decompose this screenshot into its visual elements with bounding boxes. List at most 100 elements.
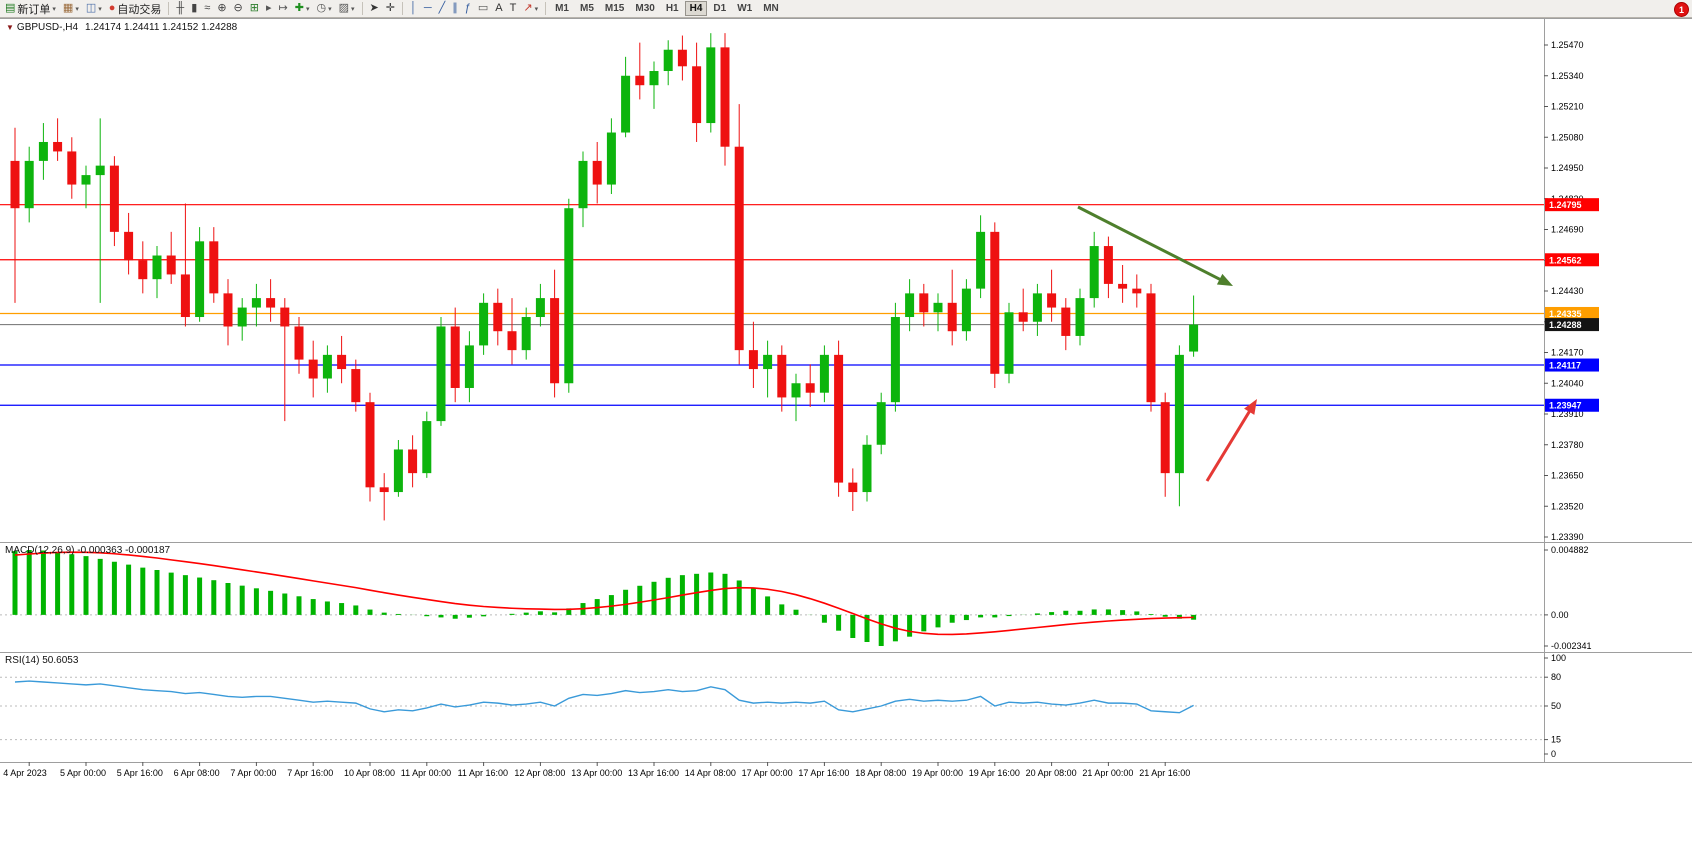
dropdown-arrow-icon[interactable]: ▾ [351,5,355,13]
zoom-out-button[interactable]: ⊖ [231,1,246,17]
templates-button[interactable]: ▨ ▾ [336,1,358,17]
price-badge-label: 1.23947 [1549,401,1582,411]
candle-body [564,208,574,384]
dropdown-arrow-icon[interactable]: ▾ [534,5,539,13]
indicators-button[interactable]: ✚ ▾ [292,1,313,17]
dropdown-arrow-icon[interactable]: ▾ [75,5,79,13]
time-axis-label: 13 Apr 00:00 [571,768,622,778]
profiles-button[interactable]: ◫ ▾ [83,1,105,17]
candle-body [1047,293,1057,308]
symbol-timeframe-label: GBPUSD-,H4 [16,22,79,33]
candle-body [905,293,915,318]
dropdown-arrow-icon[interactable]: ▾ [305,5,310,13]
timeframe-m5-button[interactable]: M5 [575,1,599,16]
toolbar-separator [361,2,363,15]
price-badge-label: 1.24288 [1549,320,1582,330]
timeframe-d1-button[interactable]: D1 [708,1,731,16]
channel-button[interactable]: ∥ [449,1,461,17]
shapes-button[interactable]: ▭ [475,1,491,17]
trendline-button[interactable]: ╱ [436,1,449,17]
candle-body [1146,293,1156,403]
price-badge-label: 1.24562 [1549,255,1582,265]
horizontal-line-button[interactable]: ─ [421,1,435,17]
candle-body [251,298,261,308]
macd-indicator-label: MACD(12,26,9) -0.000363 -0.000187 [5,545,171,556]
candle-body [990,231,1000,374]
text-icon: A [495,2,503,14]
candle-body [848,482,858,493]
timeframe-h1-button[interactable]: H1 [661,1,684,16]
red-signal-arrow-head[interactable] [1244,399,1257,415]
tile-windows-icon: ⊞ [249,2,259,14]
crosshair-button[interactable]: ✛ [383,1,398,17]
timeframe-m15-button[interactable]: M15 [600,1,629,16]
candle-body [748,350,758,370]
dropdown-arrow-icon[interactable]: ▾ [52,5,56,13]
timeframe-m30-button[interactable]: M30 [630,1,659,16]
candle-body [365,402,375,488]
candle-body [379,487,389,493]
candle-body [337,354,347,370]
toolbar-separator [401,2,403,15]
red-signal-arrow[interactable] [1205,405,1254,482]
price-tick-label: 1.24170 [1551,348,1584,358]
green-trend-arrow-head[interactable] [1216,273,1233,286]
candlestick-chart-icon: ▮ [191,2,198,14]
text-button[interactable]: A [492,1,505,17]
line-chart-icon: ≈ [204,2,211,14]
time-axis-label: 19 Apr 00:00 [912,768,963,778]
tile-windows-button[interactable]: ⊞ [247,1,262,17]
bar-chart-button[interactable]: ╫ [173,1,187,17]
ohlc-values: 1.24174 1.24411 1.24152 1.24288 [85,22,238,33]
time-axis-label: 20 Apr 08:00 [1026,768,1077,778]
time-axis-label: 21 Apr 00:00 [1082,768,1133,778]
green-trend-arrow[interactable] [1077,205,1226,284]
candle-body [805,383,815,393]
text-label-icon: T [509,2,517,14]
timeframe-m1-button[interactable]: M1 [550,1,574,16]
candle-body [266,298,276,308]
auto-scroll-button[interactable]: ▸ [263,1,275,17]
candle-body [166,255,176,275]
cursor-button[interactable]: ➤ [367,1,382,17]
fibonacci-button[interactable]: ƒ [462,1,474,17]
macd-axis-label: -0.002341 [1551,641,1592,651]
candle-body [464,345,474,388]
timeframe-mn-button[interactable]: MN [758,1,784,16]
candle-body [1160,402,1170,474]
chart-shift-button[interactable]: ↦ [276,1,291,17]
alert-icon[interactable]: 1 [1674,2,1689,17]
cursor-icon: ➤ [369,2,379,14]
timeframe-h4-button[interactable]: H4 [684,1,708,16]
rsi-line [14,680,1194,714]
candle-body [138,260,148,280]
new-order-button[interactable]: ▤ 新订单 ▾ [2,1,59,17]
candle-body [819,354,829,393]
new-chart-button[interactable]: ▦ ▾ [60,1,82,17]
price-tick-label: 1.23780 [1551,440,1584,450]
dropdown-arrow-icon[interactable]: ▾ [328,5,332,13]
candle-body [10,160,20,209]
text-label-button[interactable]: T [507,1,520,17]
candle-body [1118,283,1128,289]
arrow-objects-button[interactable]: ↗ ▾ [520,1,541,17]
candle-body [919,293,929,313]
candlestick-chart-button[interactable]: ▮ [188,1,200,17]
candle-body [237,307,247,327]
dropdown-arrow-icon[interactable]: ▾ [98,5,102,13]
line-chart-button[interactable]: ≈ [201,1,213,17]
zoom-in-button[interactable]: ⊕ [214,1,229,17]
rsi-axis-label: 100 [1551,653,1566,663]
candle-body [720,47,730,147]
vertical-line-button[interactable]: │ [407,1,420,17]
rsi-axis-label: 80 [1551,672,1561,682]
rsi-axis-label: 15 [1551,735,1561,745]
candle-body [422,421,432,474]
auto-trading-button[interactable]: ● 自动交易 [106,1,165,17]
candle-body [1018,312,1028,322]
timeframe-w1-button[interactable]: W1 [732,1,757,16]
arrow-objects-icon: ↗ [523,2,533,14]
chart-menu-icon[interactable]: ▼ [6,23,14,32]
periods-button[interactable]: ◷ ▾ [313,1,334,17]
